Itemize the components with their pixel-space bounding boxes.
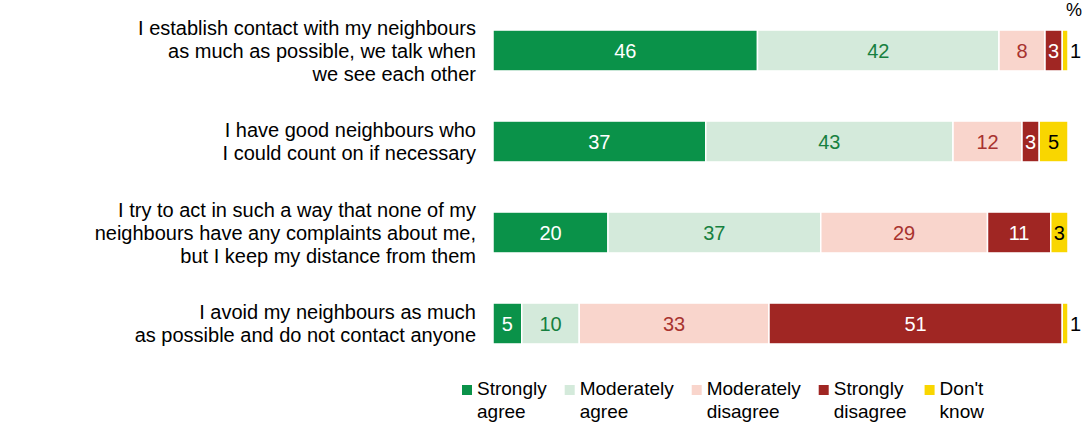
data-label: 3 <box>1048 40 1059 62</box>
bar-segment <box>1022 121 1039 162</box>
bar-segment <box>608 212 821 253</box>
legend-swatch <box>692 385 702 395</box>
legend-label: Stronglyagree <box>477 378 547 422</box>
data-label: 46 <box>614 40 636 62</box>
bar-segment <box>493 30 758 71</box>
bar-segment <box>758 30 1000 71</box>
data-label: 33 <box>663 313 685 335</box>
data-label: 51 <box>905 313 927 335</box>
bar-segment <box>1062 303 1068 344</box>
legend-item: Moderatelyagree <box>565 378 674 422</box>
legend-swatch <box>925 385 935 395</box>
bar-segment <box>493 212 608 253</box>
bar-segment <box>999 30 1045 71</box>
legend-item: Stronglydisagree <box>819 378 907 422</box>
bar-segment <box>579 303 769 344</box>
bar-segment <box>988 212 1051 253</box>
bars <box>493 30 1068 344</box>
category-label: I have good neighbours whoI could count … <box>223 119 476 164</box>
bar-segment <box>522 303 580 344</box>
data-label: 5 <box>1048 131 1059 153</box>
data-labels: 46372054243371081229333311511531 <box>502 40 1081 335</box>
data-label: 10 <box>539 313 561 335</box>
bar-segment <box>953 121 1022 162</box>
data-label: 37 <box>703 222 725 244</box>
category-label: I avoid my neighbours as muchas possible… <box>135 301 476 346</box>
bar-segment <box>769 303 1062 344</box>
unit-label: % <box>1066 0 1082 20</box>
legend-swatch <box>819 385 829 395</box>
legend-swatch <box>565 385 575 395</box>
legend-item: Stronglyagree <box>462 378 547 422</box>
legend-label: Moderatelyagree <box>580 378 674 422</box>
legend: Stronglyagree Moderatelyagree Moderatelydi… <box>462 378 984 422</box>
data-label: 1 <box>1070 313 1081 335</box>
data-label: 37 <box>588 131 610 153</box>
legend-label: Don'tknow <box>940 378 985 422</box>
category-label: I establish contact with my neighboursas… <box>138 17 476 85</box>
category-label: I try to act in such a way that none of … <box>95 199 476 267</box>
legend-item: Don'tknow <box>925 378 985 422</box>
bar-segment <box>821 212 988 253</box>
data-label: 1 <box>1070 40 1081 62</box>
bar-segment <box>706 121 953 162</box>
data-label: 8 <box>1016 40 1027 62</box>
bar-segment <box>1051 212 1068 253</box>
bar-segment <box>1045 30 1062 71</box>
data-label: 20 <box>539 222 561 244</box>
data-label: 43 <box>818 131 840 153</box>
data-label: 42 <box>867 40 889 62</box>
data-label: 29 <box>893 222 915 244</box>
bar-segment <box>493 121 706 162</box>
data-label: 12 <box>976 131 998 153</box>
chart: 46372054243371081229333311511531I establ… <box>0 0 1084 428</box>
bar-segment <box>1039 121 1068 162</box>
data-label: 3 <box>1054 222 1065 244</box>
bar-segment <box>493 303 522 344</box>
legend-item: Moderatelydisagree <box>692 378 801 422</box>
legend-label: Stronglydisagree <box>834 378 907 422</box>
data-label: 11 <box>1009 222 1030 244</box>
legend-swatch <box>462 385 472 395</box>
bar-segment <box>1062 30 1068 71</box>
data-label: 5 <box>502 313 513 335</box>
legend-label: Moderatelydisagree <box>707 378 801 422</box>
data-label: 3 <box>1025 131 1036 153</box>
